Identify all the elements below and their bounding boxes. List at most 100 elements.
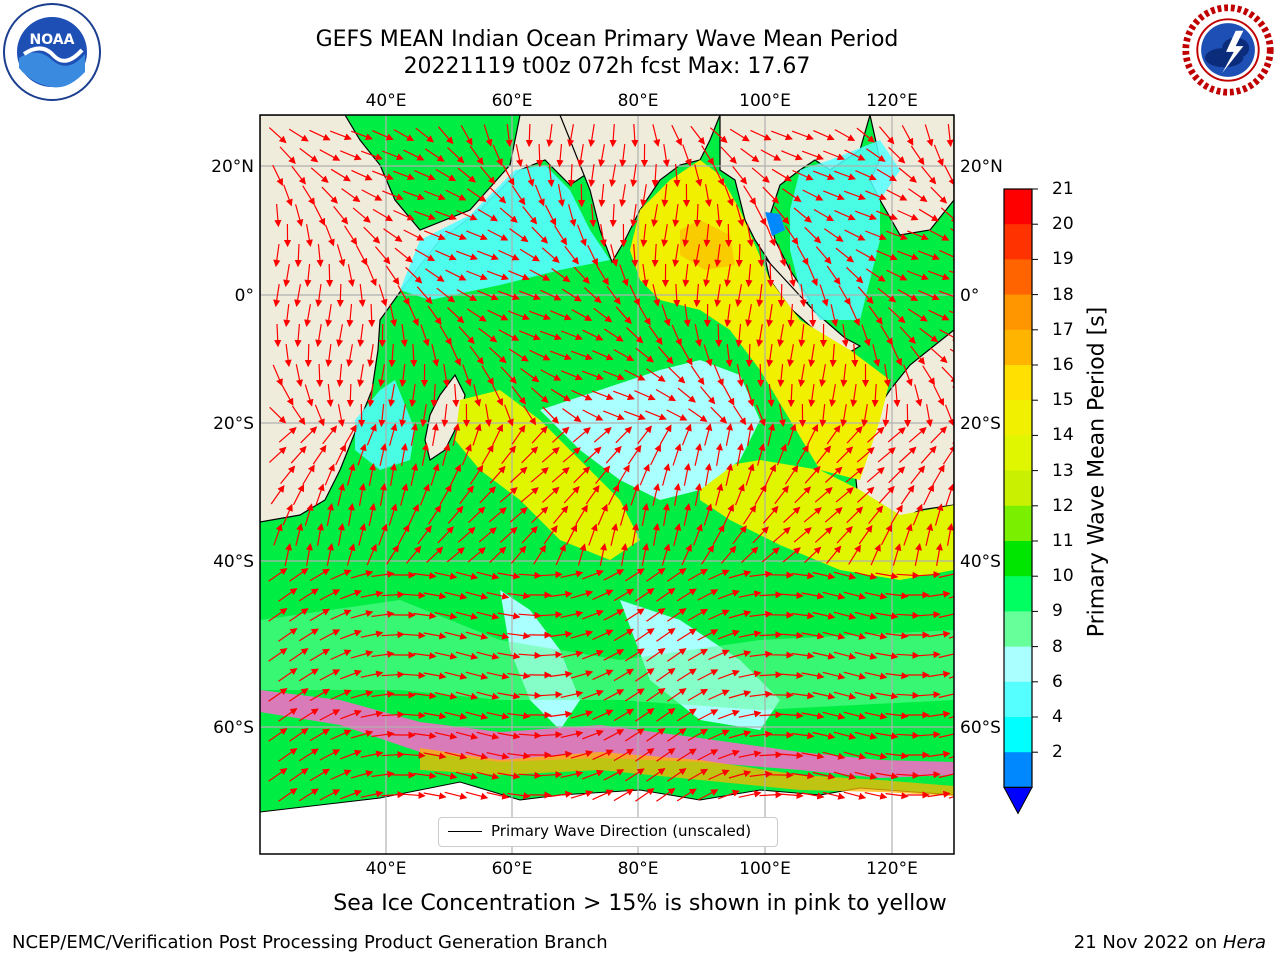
direction-arrow [917,691,941,699]
direction-arrow [760,149,782,161]
direction-arrow [613,588,635,602]
direction-arrow [673,163,681,188]
direction-arrow [854,210,877,221]
direction-arrow [787,303,795,328]
direction-arrow [598,184,606,208]
direction-arrow [379,483,387,506]
direction-arrow [855,170,877,181]
direction-arrow [903,364,913,387]
direction-arrow [740,148,760,163]
direction-arrow [268,648,288,662]
direction-arrow [945,483,954,506]
direction-arrow [304,264,312,288]
direction-arrow [759,711,783,719]
direction-arrow [556,143,564,168]
direction-arrow [808,344,816,368]
direction-arrow [816,445,832,464]
direction-arrow [570,710,594,719]
direction-arrow [291,165,306,185]
direction-arrow [591,390,614,401]
direction-arrow [738,710,762,718]
direction-arrow [883,364,891,388]
direction-arrow [539,731,563,739]
direction-arrow [295,523,304,546]
sea-ice-edge-yellow [420,748,954,796]
direction-arrow [436,287,456,303]
direction-arrow [701,145,714,166]
direction-arrow [350,570,374,579]
direction-arrow [366,423,377,446]
direction-arrow [278,748,298,762]
direction-arrow [505,124,513,148]
direction-arrow [746,423,754,446]
direction-arrow [465,591,489,600]
direction-arrow [615,306,632,325]
footer-date-text: 21 Nov 2022 on [1073,932,1223,953]
direction-arrow [801,632,825,640]
direction-arrow [933,144,944,167]
direction-arrow [635,708,655,722]
direction-arrow [812,691,836,700]
direction-arrow [346,344,354,367]
direction-arrow [403,229,425,241]
direction-arrow [917,731,941,739]
direction-arrow [640,224,648,248]
direction-arrow [652,284,661,307]
direction-arrow [782,547,801,563]
direction-arrow [410,423,418,446]
direction-arrow [608,484,619,506]
direction-arrow [738,790,762,798]
direction-arrow [697,749,719,761]
direction-arrow [791,130,814,141]
direction-arrow [478,327,498,343]
direction-arrow [776,443,787,466]
direction-arrow [888,146,906,164]
direction-arrow [316,244,324,268]
direction-arrow [704,423,713,446]
direction-arrow [708,609,730,621]
direction-arrow [667,768,687,782]
direction-arrow [697,669,719,681]
direction-arrow [693,523,703,546]
direction-arrow [619,184,627,207]
colorbar [1003,188,1038,815]
direction-arrow [561,288,582,302]
direction-arrow [724,304,732,328]
direction-arrow [360,790,384,798]
direction-arrow [928,229,950,241]
direction-arrow [476,731,500,740]
direction-arrow [941,366,954,384]
direction-arrow [882,404,890,428]
direction-arrow [268,728,288,742]
direction-arrow [294,284,302,307]
direction-arrow [350,610,374,619]
direction-arrow [661,543,671,566]
direction-arrow [434,652,458,660]
direction-arrow [717,749,740,760]
direction-arrow [780,711,804,719]
direction-arrow [408,503,419,526]
direction-arrow [439,325,452,346]
direction-arrow [294,243,302,268]
lon-label-top: 120°E [866,91,918,111]
direction-arrow [560,570,584,578]
direction-arrow [949,270,954,274]
direction-arrow [497,612,521,620]
direction-arrow [723,503,734,526]
direction-arrow [651,163,659,188]
direction-arrow [840,404,848,427]
direction-arrow [450,344,461,367]
map-legend: Primary Wave Direction (unscaled) [438,817,778,847]
direction-arrow [864,592,888,600]
direction-arrow [372,130,394,141]
direction-arrow [801,792,825,800]
direction-arrow [662,144,670,168]
direction-arrow [682,144,692,167]
direction-arrow [738,590,762,598]
direction-arrow [539,330,562,341]
direction-arrow [509,228,529,243]
direction-arrow [339,669,362,680]
direction-arrow [724,264,732,288]
direction-arrow [305,224,313,247]
direction-arrow [278,588,298,602]
